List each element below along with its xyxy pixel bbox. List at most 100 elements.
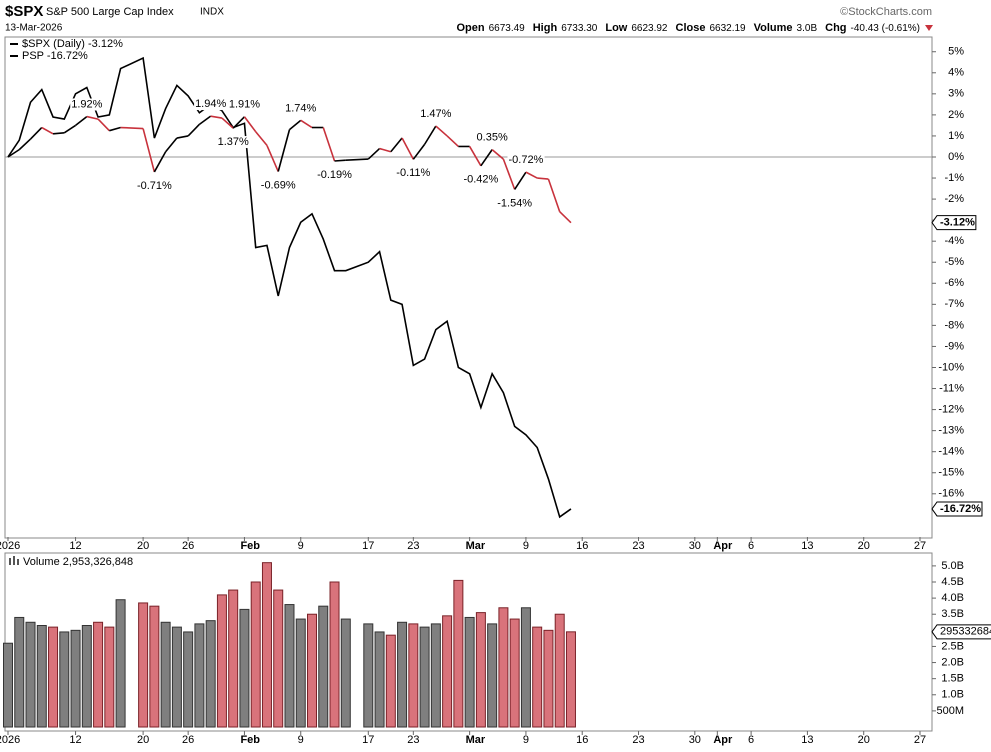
quote-label: Chg <box>825 22 846 34</box>
volume-bar <box>363 623 374 728</box>
line-segment <box>176 135 189 139</box>
data-label: 1.37% <box>218 136 249 148</box>
data-label-bg <box>216 136 250 149</box>
volume-bar <box>138 602 149 728</box>
volume-bar <box>48 626 59 728</box>
x-tick-label: 16 <box>576 540 588 552</box>
volume-bar <box>93 621 104 728</box>
data-label: -0.71% <box>137 180 172 192</box>
x-tick-label: 20 <box>137 540 149 552</box>
y-tick-label: 0% <box>948 151 964 163</box>
volume-title: Volume 2,953,326,848 <box>23 556 133 568</box>
x-tick-label: 26 <box>182 540 194 552</box>
x-tick-label: 20 <box>858 540 870 552</box>
line-segment <box>153 151 167 173</box>
line-segment <box>480 149 493 167</box>
y-tick-label: -7% <box>944 298 964 310</box>
line-segment <box>559 211 572 224</box>
quote-value: 6673.49 <box>489 23 526 34</box>
volume-panel <box>4 552 933 732</box>
end-label: -16.72% <box>940 503 981 515</box>
y-tick-label: -4% <box>944 235 964 247</box>
y-tick-label: -6% <box>944 277 964 289</box>
y-tick-label: 1% <box>948 130 964 142</box>
quote-value: 6733.30 <box>561 23 598 34</box>
line-segment <box>187 123 200 137</box>
quote: Open 6673.49 High 6733.30 Low 6623.92 Close 663… <box>456 22 920 34</box>
line-segment <box>300 119 313 129</box>
volume-bar <box>464 616 475 728</box>
line-segment <box>401 137 415 160</box>
volume-bar <box>216 594 227 728</box>
line-segment <box>435 125 448 137</box>
line-segment <box>63 124 76 134</box>
y-tick-label: -1% <box>944 172 964 184</box>
volume-bar <box>385 634 396 728</box>
x-tick-label: Feb <box>240 734 260 746</box>
data-label: -1.54% <box>497 197 532 209</box>
y-tick-label: 500M <box>936 705 964 717</box>
line-segment <box>412 143 426 160</box>
y-tick-label: -14% <box>938 446 964 458</box>
volume-bar <box>205 620 216 728</box>
volume-icon <box>13 556 15 565</box>
quote-label: Open <box>456 22 484 34</box>
legend-label: $SPX (Daily) -3.12% <box>22 38 123 50</box>
volume-bar <box>565 631 576 728</box>
y-tick-label: 1.0B <box>941 689 964 701</box>
y-tick-label: -12% <box>938 403 964 415</box>
line-segment <box>52 131 65 135</box>
x-tick-label: 12 <box>69 540 81 552</box>
end-label-box <box>931 501 983 517</box>
line-segment <box>232 116 246 129</box>
data-label: -0.19% <box>317 169 352 181</box>
line-segment <box>537 177 549 180</box>
x-tick-label: 30 <box>689 540 701 552</box>
x-tick-label: 13 <box>801 540 813 552</box>
line-segment <box>109 126 121 132</box>
y-tick-label: -9% <box>944 340 964 352</box>
line-segment <box>266 145 279 172</box>
volume-bar <box>397 621 408 728</box>
volume-bar <box>532 626 543 728</box>
volume-bar <box>408 623 419 728</box>
line-segment <box>288 119 302 131</box>
data-label-bg <box>227 98 262 111</box>
volume-bar <box>374 631 385 728</box>
line-segment <box>468 146 482 167</box>
line-segment <box>86 115 99 120</box>
x-tick-label: 26 <box>182 734 194 746</box>
x-tick-label: 23 <box>407 734 419 746</box>
volume-bar <box>3 642 13 728</box>
line-segment <box>75 115 88 127</box>
y-tick-label: -2% <box>944 193 964 205</box>
line-segment <box>390 137 403 153</box>
x-tick-label: 27 <box>914 734 926 746</box>
data-label-bg <box>284 102 318 115</box>
y-tick-label: 5% <box>948 46 964 58</box>
volume-bar <box>250 581 261 728</box>
volume-bar <box>171 626 182 728</box>
line-segment <box>379 147 392 153</box>
line-segment <box>165 137 178 153</box>
x-tick-label: 2026 <box>0 540 20 552</box>
line-segment <box>97 118 110 132</box>
quote-value: 6623.92 <box>631 23 668 34</box>
line-segment <box>367 147 381 160</box>
exchange: INDX <box>200 7 224 18</box>
volume-bar <box>295 618 306 728</box>
y-tick-label: 4.0B <box>941 592 964 604</box>
line-segment <box>513 171 527 190</box>
volume-bar <box>25 621 36 728</box>
volume-bar <box>340 618 351 728</box>
volume-bar <box>104 626 115 728</box>
line-segment <box>345 158 369 161</box>
x-tick-label: 9 <box>523 540 529 552</box>
data-label: -0.42% <box>463 174 498 186</box>
x-tick-label: 17 <box>362 540 374 552</box>
data-label-bg <box>462 173 500 186</box>
volume-bar <box>160 621 171 728</box>
y-tick-label: -16% <box>938 488 964 500</box>
line-segment <box>120 126 144 130</box>
